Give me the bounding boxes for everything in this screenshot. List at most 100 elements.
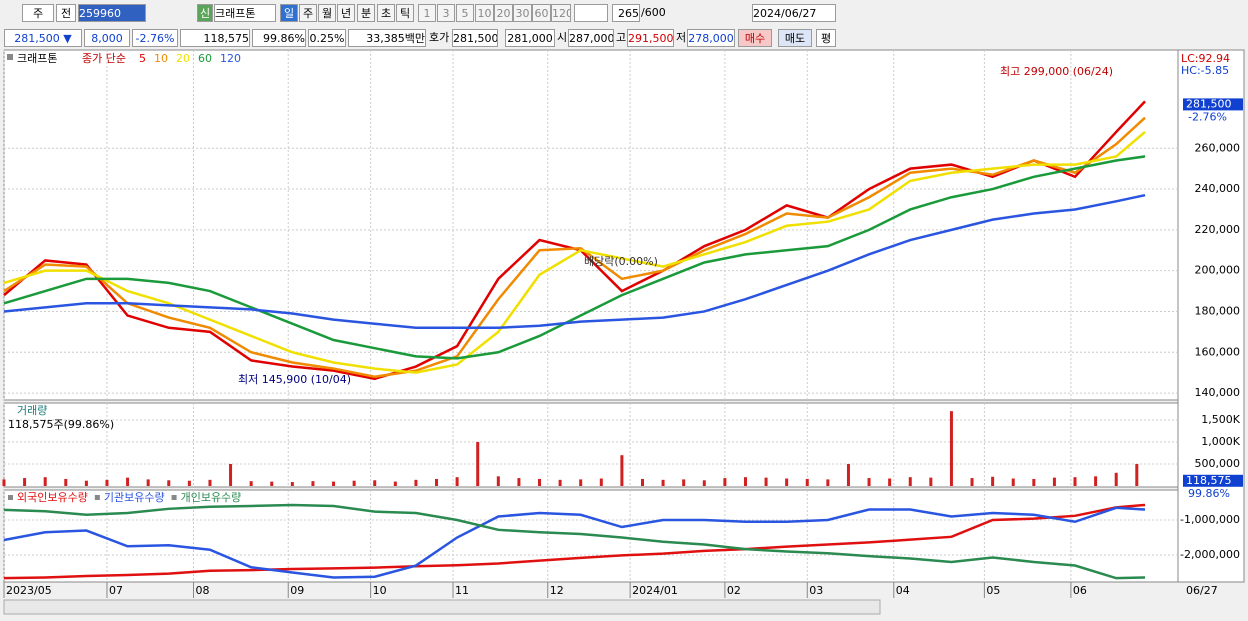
bar bbox=[579, 479, 583, 486]
avg-button[interactable]: 평 bbox=[816, 29, 836, 47]
bar bbox=[991, 476, 995, 486]
last-value-box bbox=[1183, 474, 1243, 487]
interval[interactable]: 20 bbox=[494, 4, 513, 22]
open-label: 시 bbox=[557, 31, 568, 44]
interval[interactable]: 60 bbox=[532, 4, 551, 22]
date-input[interactable]: 2024/06/27 bbox=[752, 4, 836, 22]
interval[interactable]: 1 bbox=[418, 4, 436, 22]
bar bbox=[1114, 472, 1118, 486]
x-tick-label: 2024/01 bbox=[632, 584, 678, 597]
legend-entry: 120 bbox=[220, 52, 241, 65]
legend-swatch bbox=[8, 495, 13, 500]
legend-swatch bbox=[171, 495, 177, 500]
interval[interactable]: 30 bbox=[513, 4, 532, 22]
count-max: /600 bbox=[641, 6, 666, 19]
sell-button[interactable]: 매도 bbox=[778, 29, 812, 47]
dividend-note: 배당락(0.00%) bbox=[584, 255, 658, 268]
bar bbox=[352, 480, 356, 486]
ask: 281,500 bbox=[452, 29, 498, 47]
period[interactable]: 일 bbox=[280, 4, 298, 22]
bar bbox=[126, 477, 130, 486]
bar bbox=[929, 477, 933, 486]
bar bbox=[743, 477, 747, 486]
price-pane bbox=[3, 49, 1179, 401]
amount: 33,385백만 bbox=[348, 29, 426, 47]
value-axis bbox=[1177, 49, 1245, 583]
period[interactable]: 년 bbox=[337, 4, 355, 22]
change: 8,000 bbox=[84, 29, 130, 47]
hc-label: HC:-5.85 bbox=[1181, 64, 1229, 77]
interval[interactable]: 3 bbox=[437, 4, 455, 22]
period[interactable]: 월 bbox=[318, 4, 336, 22]
bar bbox=[682, 479, 686, 486]
bar bbox=[496, 476, 500, 486]
x-end-label: 06/27 bbox=[1186, 584, 1218, 597]
bar bbox=[393, 481, 397, 486]
y-tick-label: -2,000,000 bbox=[1180, 548, 1240, 561]
legend-entry: 외국인보유수량 bbox=[17, 491, 88, 504]
count[interactable]: 265 bbox=[612, 4, 640, 22]
bar bbox=[785, 478, 789, 486]
bar bbox=[455, 477, 459, 486]
volume: 118,575 bbox=[180, 29, 250, 47]
legend-entry: 개인보유수량 bbox=[181, 491, 242, 504]
low-note: 최저 145,900 (10/04) bbox=[238, 373, 351, 386]
x-tick-label: 07 bbox=[109, 584, 123, 597]
bar bbox=[146, 479, 150, 486]
x-tick-label: 03 bbox=[809, 584, 823, 597]
bar bbox=[558, 479, 562, 486]
high: 291,500 bbox=[627, 29, 674, 47]
last-change: -2.76% bbox=[1188, 110, 1227, 123]
bar bbox=[270, 481, 274, 486]
bar bbox=[723, 478, 727, 486]
code-input[interactable]: 259960 bbox=[78, 4, 146, 22]
x-tick-label: 11 bbox=[455, 584, 469, 597]
y-tick-label: 200,000 bbox=[1195, 264, 1241, 277]
y-tick-label: 1,500K bbox=[1201, 413, 1240, 426]
subtitle: 118,575주(99.86%) bbox=[8, 418, 114, 431]
bar bbox=[43, 477, 47, 486]
new-button[interactable]: 신 bbox=[197, 4, 213, 22]
market[interactable]: 주 bbox=[22, 4, 54, 22]
line bbox=[3, 155, 1146, 360]
high-note: 최고 299,000 (06/24) bbox=[1000, 65, 1113, 78]
legend-swatch bbox=[94, 495, 100, 500]
stock-name: 크래프톤 bbox=[214, 4, 276, 22]
high-label: 고 bbox=[616, 31, 627, 44]
scrollbar[interactable] bbox=[3, 599, 881, 615]
period[interactable]: 주 bbox=[299, 4, 317, 22]
bar bbox=[1011, 478, 1015, 486]
volume-pane bbox=[3, 402, 1179, 488]
range[interactable]: 전 bbox=[56, 4, 76, 22]
x-tick-label: 2023/05 bbox=[6, 584, 52, 597]
buy-button[interactable]: 매수 bbox=[738, 29, 772, 47]
turnover: 0.25% bbox=[308, 29, 346, 47]
interval[interactable]: 10 bbox=[475, 4, 494, 22]
last-value-box bbox=[1183, 98, 1243, 111]
period[interactable]: 분 bbox=[357, 4, 375, 22]
low: 278,000 bbox=[687, 29, 735, 47]
low-label: 저 bbox=[676, 31, 687, 44]
period[interactable]: 틱 bbox=[396, 4, 414, 22]
interval[interactable]: 120 bbox=[551, 4, 571, 22]
lc-label: LC:92.94 bbox=[1181, 52, 1230, 65]
bar bbox=[311, 481, 315, 486]
bar bbox=[373, 480, 377, 486]
last-value-label: 281,500 bbox=[1186, 97, 1232, 110]
interval[interactable]: 5 bbox=[456, 4, 474, 22]
title: 크래프톤 bbox=[17, 52, 57, 65]
legend-entry: 60 bbox=[198, 52, 212, 65]
y-tick-label: 160,000 bbox=[1195, 345, 1241, 358]
dropdown[interactable] bbox=[574, 4, 608, 22]
bar bbox=[249, 481, 253, 486]
legend-entry: 기관보유수량 bbox=[104, 491, 165, 504]
quote-label: 호가 bbox=[429, 31, 450, 44]
bar bbox=[764, 477, 768, 486]
period[interactable]: 초 bbox=[377, 4, 395, 22]
line bbox=[3, 503, 1146, 580]
line bbox=[3, 193, 1146, 330]
bar bbox=[599, 478, 603, 486]
chart: 2023/05 07 08 09 10 11 12 2024/01 02 03 04 05 06 06/2… bbox=[2, 49, 1245, 615]
title: 거래량 bbox=[17, 404, 47, 417]
bar bbox=[435, 478, 439, 486]
